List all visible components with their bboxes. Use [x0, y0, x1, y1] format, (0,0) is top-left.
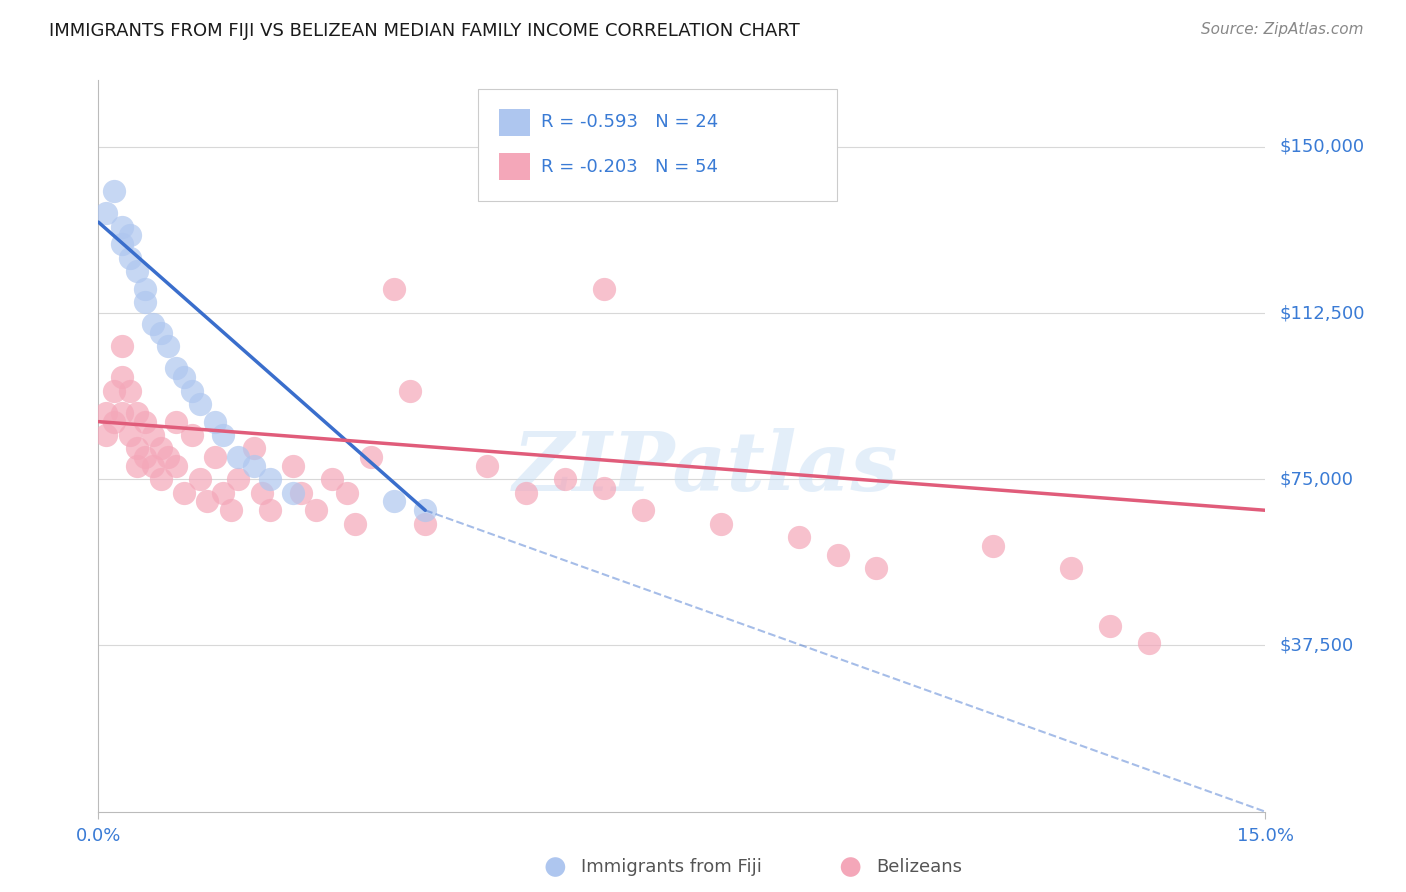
Text: $150,000: $150,000	[1279, 137, 1364, 156]
Point	[149, 441, 172, 455]
Point	[1060, 561, 1083, 575]
Text: Belizeans: Belizeans	[876, 858, 962, 876]
Point	[305, 503, 328, 517]
Point	[212, 485, 235, 500]
Text: R = -0.593   N = 24: R = -0.593 N = 24	[541, 113, 718, 131]
Point	[157, 339, 180, 353]
Point	[243, 458, 266, 473]
Point	[360, 450, 382, 464]
Point	[103, 415, 125, 429]
Text: R = -0.203   N = 54: R = -0.203 N = 54	[541, 158, 718, 176]
Point	[188, 472, 211, 486]
Point	[382, 282, 405, 296]
Point	[111, 237, 134, 252]
Point	[981, 539, 1004, 553]
Point	[827, 548, 849, 562]
Point	[142, 317, 165, 331]
Point	[127, 406, 149, 420]
Point	[111, 406, 134, 420]
Point	[149, 472, 172, 486]
Point	[515, 485, 537, 500]
Point	[631, 503, 654, 517]
Point	[127, 458, 149, 473]
Point	[204, 415, 226, 429]
Point	[336, 485, 359, 500]
Point	[165, 458, 187, 473]
Text: Immigrants from Fiji: Immigrants from Fiji	[581, 858, 762, 876]
Point	[228, 472, 250, 486]
Point	[281, 458, 304, 473]
Point	[165, 415, 187, 429]
Point	[188, 397, 211, 411]
Point	[259, 503, 281, 517]
Point	[103, 184, 125, 198]
Point	[118, 228, 141, 243]
Point	[118, 251, 141, 265]
Point	[134, 415, 156, 429]
Point	[250, 485, 273, 500]
Point	[204, 450, 226, 464]
Point	[103, 384, 125, 398]
Point	[477, 458, 499, 473]
Point	[865, 561, 887, 575]
Point	[382, 494, 405, 508]
Point	[111, 219, 134, 234]
Text: $37,500: $37,500	[1279, 637, 1354, 655]
Point	[96, 206, 118, 220]
Point	[118, 428, 141, 442]
Text: ZIPatlas: ZIPatlas	[513, 428, 898, 508]
Point	[142, 458, 165, 473]
Point	[710, 516, 733, 531]
Text: $75,000: $75,000	[1279, 470, 1354, 488]
Point	[111, 370, 134, 384]
Point	[180, 384, 202, 398]
Point	[134, 450, 156, 464]
Point	[157, 450, 180, 464]
Point	[111, 339, 134, 353]
Point	[554, 472, 576, 486]
Point	[228, 450, 250, 464]
Point	[195, 494, 218, 508]
Point	[96, 406, 118, 420]
Point	[398, 384, 420, 398]
Point	[290, 485, 312, 500]
Point	[173, 370, 195, 384]
Point	[243, 441, 266, 455]
Point	[344, 516, 367, 531]
Text: Source: ZipAtlas.com: Source: ZipAtlas.com	[1201, 22, 1364, 37]
Point	[180, 428, 202, 442]
Text: $112,500: $112,500	[1279, 304, 1365, 322]
Point	[281, 485, 304, 500]
Point	[149, 326, 172, 340]
Point	[118, 384, 141, 398]
Point	[212, 428, 235, 442]
Text: IMMIGRANTS FROM FIJI VS BELIZEAN MEDIAN FAMILY INCOME CORRELATION CHART: IMMIGRANTS FROM FIJI VS BELIZEAN MEDIAN …	[49, 22, 800, 40]
Point	[1098, 618, 1121, 632]
Point	[142, 428, 165, 442]
Point	[134, 282, 156, 296]
Point	[593, 282, 616, 296]
Point	[134, 294, 156, 309]
Point	[96, 428, 118, 442]
Point	[593, 481, 616, 495]
Point	[127, 264, 149, 278]
Point	[321, 472, 343, 486]
Point	[1137, 636, 1160, 650]
Point	[173, 485, 195, 500]
Point	[413, 516, 436, 531]
Point	[259, 472, 281, 486]
Point	[219, 503, 242, 517]
Point	[787, 530, 810, 544]
Point	[165, 361, 187, 376]
Point	[127, 441, 149, 455]
Point	[413, 503, 436, 517]
